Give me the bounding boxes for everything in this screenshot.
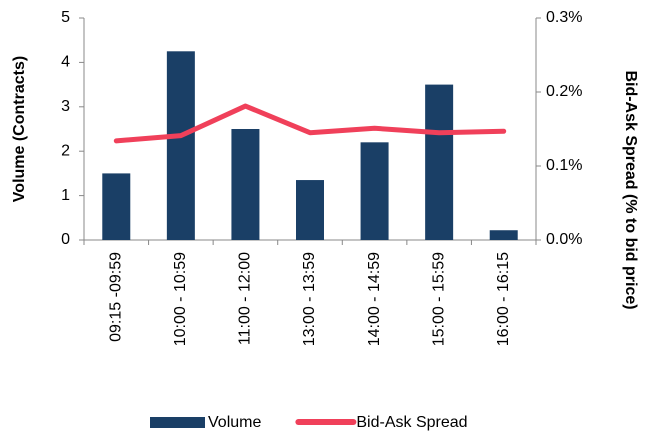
y-tick-label: 2 [61,142,70,159]
y2-tick-label: 0.0% [546,231,582,248]
legend-label: Volume [208,414,261,431]
bar [360,142,389,240]
legend-swatch [150,417,205,428]
y-axis-label: Volume (Contracts) [11,56,28,202]
x-tick-label: 16:00 - 16:15 [495,252,512,346]
y-tick-label: 4 [61,54,70,71]
y-tick-label: 0 [61,231,70,248]
x-tick-label: 14:00 - 14:59 [366,252,383,346]
y-tick-label: 5 [61,9,70,26]
y2-axis-label: Bid-Ask Spread (% to bid price) [622,70,639,309]
y2-tick-label: 0.2% [546,83,582,100]
x-tick-label: 11:00 - 12:00 [237,252,254,345]
bar [231,129,260,240]
bar [102,173,131,240]
x-tick-label: 10:00 - 10:59 [172,252,189,346]
bar [166,51,195,240]
y2-tick-label: 0.3% [546,9,582,26]
x-tick-label: 15:00 - 15:59 [430,252,447,346]
y2-tick-label: 0.1% [546,157,582,174]
x-tick-label: 09:15 -09:59 [108,252,125,342]
y-tick-label: 1 [61,187,70,204]
legend-label: Bid-Ask Spread [356,414,467,431]
bar [425,84,454,240]
bar [489,230,518,240]
line [113,103,507,144]
bar [296,180,324,240]
x-tick-label: 13:00 - 13:59 [301,252,318,346]
y-tick-label: 3 [61,98,70,115]
